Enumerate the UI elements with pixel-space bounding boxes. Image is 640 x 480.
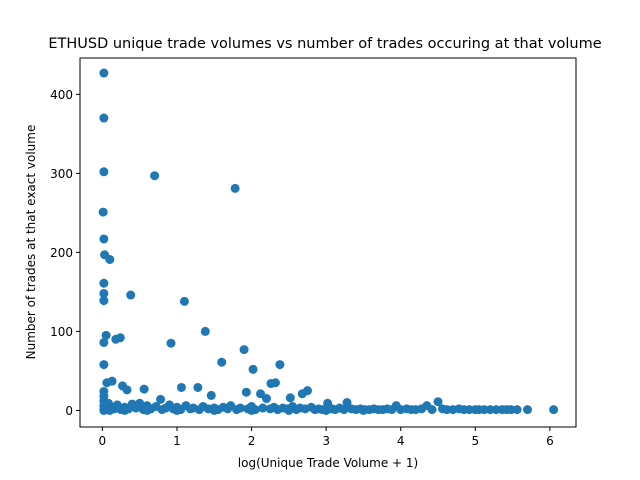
data-point	[230, 183, 240, 193]
data-point	[339, 405, 349, 415]
data-point	[99, 360, 109, 370]
data-point	[200, 326, 210, 336]
data-point	[99, 288, 109, 298]
data-point	[275, 360, 285, 370]
data-point	[105, 405, 115, 415]
x-axis: 0 1 2 3 4 5 6	[99, 427, 554, 448]
data-point	[142, 405, 152, 415]
plot-frame	[79, 57, 577, 428]
data-point	[99, 296, 109, 306]
data-point	[235, 403, 245, 413]
data-point	[115, 333, 125, 343]
data-point	[139, 384, 149, 394]
x-axis-label: log(Unique Trade Volume + 1)	[238, 456, 418, 470]
x-tick-label: 3	[322, 434, 330, 448]
data-point	[98, 207, 108, 217]
data-point	[99, 113, 109, 123]
x-tick-label: 2	[248, 434, 256, 448]
data-point	[166, 338, 176, 348]
data-point	[358, 405, 368, 415]
data-point	[549, 405, 559, 415]
data-point	[99, 337, 109, 347]
data-point	[107, 376, 117, 386]
data-point	[433, 397, 443, 407]
data-point	[261, 394, 271, 404]
chart-title: ETHUSD unique trade volumes vs number of…	[48, 36, 601, 52]
data-point	[99, 68, 109, 78]
data-point	[176, 382, 186, 392]
data-point	[150, 171, 160, 181]
data-point	[285, 393, 295, 403]
x-tick-label: 1	[173, 434, 181, 448]
data-point	[179, 296, 189, 306]
x-tick-label: 0	[99, 434, 107, 448]
data-point	[209, 405, 219, 415]
data-point	[99, 234, 109, 244]
data-point	[241, 387, 251, 397]
data-point	[512, 405, 522, 415]
data-point	[270, 378, 280, 388]
data-point	[120, 405, 130, 415]
data-point	[284, 405, 294, 415]
y-axis: 0 100 200 300 400	[50, 88, 80, 418]
data-point	[258, 403, 268, 413]
data-point	[342, 398, 352, 408]
data-point	[321, 405, 331, 415]
data-point	[206, 390, 216, 400]
y-tick-label: 200	[50, 246, 73, 260]
x-tick-label: 4	[397, 434, 405, 448]
x-tick-label: 5	[471, 434, 479, 448]
y-tick-label: 400	[50, 88, 73, 102]
data-point	[172, 405, 182, 415]
data-point	[126, 290, 136, 300]
data-point	[122, 385, 132, 395]
data-point	[297, 389, 307, 399]
data-point	[105, 254, 115, 264]
data-point	[193, 382, 203, 392]
data-point	[523, 405, 533, 415]
data-point	[427, 405, 437, 415]
x-tick-label: 6	[546, 434, 554, 448]
data-point	[248, 364, 258, 374]
points-layer	[98, 68, 559, 415]
data-point	[239, 345, 249, 355]
data-point	[101, 330, 111, 340]
y-tick-label: 300	[50, 167, 73, 181]
data-point	[156, 394, 166, 404]
data-point	[247, 405, 257, 415]
data-point	[99, 167, 109, 177]
y-tick-label: 0	[65, 404, 73, 418]
data-point	[99, 278, 109, 288]
data-point	[217, 357, 227, 367]
y-axis-label: Number of trades at that exact volume	[24, 125, 38, 360]
y-tick-label: 100	[50, 325, 73, 339]
